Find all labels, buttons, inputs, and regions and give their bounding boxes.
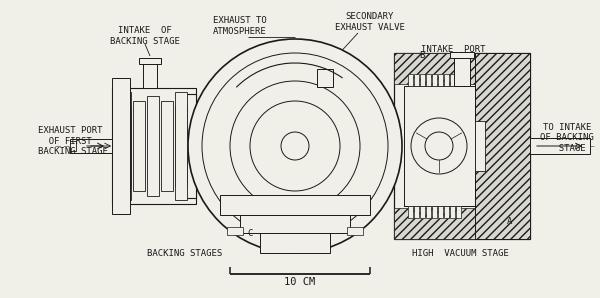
- Bar: [147, 96, 159, 196]
- Bar: [456, 206, 461, 218]
- Bar: [112, 78, 130, 214]
- Bar: [139, 58, 161, 64]
- Bar: [347, 227, 363, 235]
- Bar: [426, 206, 431, 218]
- Bar: [408, 206, 413, 218]
- Bar: [161, 101, 173, 191]
- Bar: [444, 206, 449, 218]
- Bar: [119, 92, 131, 200]
- Text: A: A: [508, 217, 512, 226]
- Text: BACKING STAGES: BACKING STAGES: [148, 249, 223, 258]
- Bar: [240, 215, 350, 233]
- Circle shape: [411, 118, 467, 174]
- Text: SECONDARY
EXHAUST VALVE: SECONDARY EXHAUST VALVE: [335, 12, 405, 32]
- Bar: [394, 53, 530, 239]
- Circle shape: [188, 39, 402, 253]
- Text: C: C: [247, 229, 253, 238]
- Circle shape: [425, 132, 453, 160]
- Bar: [317, 69, 333, 87]
- Bar: [432, 206, 437, 218]
- Bar: [404, 86, 475, 206]
- Bar: [394, 208, 476, 239]
- Bar: [175, 92, 187, 200]
- Bar: [450, 52, 474, 58]
- Bar: [70, 139, 112, 153]
- Bar: [408, 74, 413, 86]
- Bar: [119, 106, 131, 186]
- Bar: [432, 74, 437, 86]
- Bar: [475, 53, 530, 239]
- Text: INTAKE  OF
BACKING STAGE: INTAKE OF BACKING STAGE: [110, 26, 180, 46]
- Bar: [530, 138, 590, 154]
- Bar: [175, 106, 187, 186]
- Bar: [394, 53, 476, 84]
- Bar: [450, 74, 455, 86]
- Bar: [438, 206, 443, 218]
- Text: B: B: [419, 52, 425, 60]
- Bar: [133, 101, 145, 191]
- Bar: [186, 94, 196, 198]
- Bar: [456, 74, 461, 86]
- Bar: [414, 206, 419, 218]
- Text: EXHAUST TO
ATMOSPHERE: EXHAUST TO ATMOSPHERE: [213, 16, 267, 36]
- Bar: [475, 121, 485, 171]
- Bar: [404, 86, 475, 206]
- Text: 10 CM: 10 CM: [284, 277, 316, 287]
- Bar: [444, 74, 449, 86]
- Bar: [260, 233, 330, 253]
- Bar: [438, 74, 443, 86]
- Bar: [112, 88, 196, 204]
- Bar: [227, 227, 243, 235]
- Bar: [454, 58, 470, 86]
- Bar: [143, 64, 157, 88]
- Text: INTAKE  PORT: INTAKE PORT: [421, 46, 485, 55]
- Bar: [426, 74, 431, 86]
- Bar: [414, 74, 419, 86]
- Text: TO INTAKE
OF BACKING
  STAGE: TO INTAKE OF BACKING STAGE: [540, 123, 594, 153]
- Bar: [220, 195, 370, 215]
- Bar: [70, 141, 76, 151]
- Bar: [420, 74, 425, 86]
- Bar: [420, 206, 425, 218]
- Bar: [450, 206, 455, 218]
- Text: EXHAUST PORT
  OF FIRST
BACKING STAGE: EXHAUST PORT OF FIRST BACKING STAGE: [38, 126, 108, 156]
- Bar: [404, 86, 475, 206]
- Text: HIGH  VACUUM STAGE: HIGH VACUUM STAGE: [412, 249, 508, 258]
